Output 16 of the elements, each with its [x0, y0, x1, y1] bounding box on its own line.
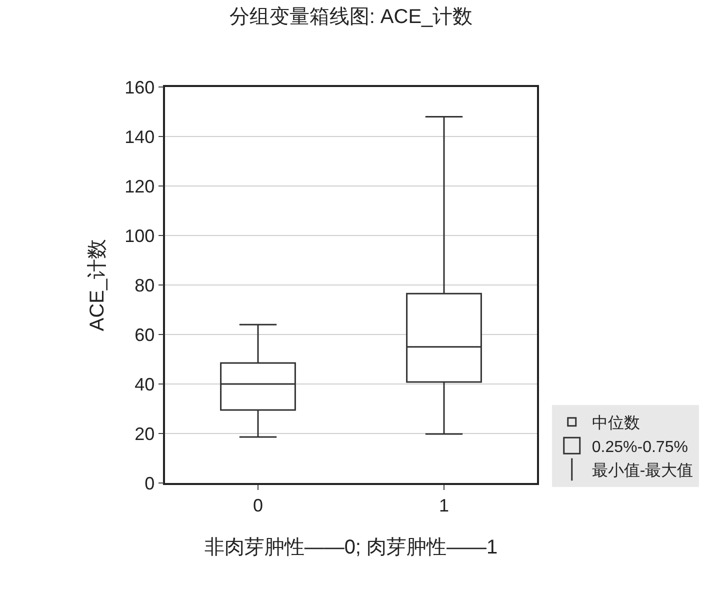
y-tick-label: 80: [134, 275, 155, 296]
y-tick-label: 60: [134, 324, 155, 345]
y-tick-label: 0: [144, 473, 155, 494]
y-axis-title: ACE_计数: [86, 238, 109, 332]
x-axis-title: 非肉芽肿性——0; 肉芽肿性——1: [204, 536, 498, 558]
text: 中位数: [592, 414, 640, 432]
y-tick-label: 100: [124, 226, 155, 246]
text: 最小值-最大值: [592, 462, 694, 480]
y-tick-label: 40: [134, 374, 155, 394]
y-tick-label: 160: [124, 77, 155, 98]
y-tick-label: 140: [124, 126, 155, 147]
text: 0.25%-0.75%: [592, 438, 688, 456]
chart-title: 分组变量箱线图: ACE_计数: [229, 6, 473, 28]
x-tick-label: 1: [438, 495, 450, 516]
y-tick-label: 20: [134, 424, 155, 444]
y-tick-label: 120: [124, 176, 155, 196]
